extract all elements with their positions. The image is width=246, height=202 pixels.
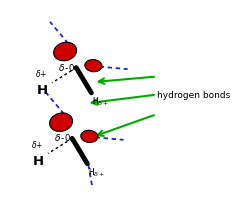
Ellipse shape — [54, 42, 77, 61]
Text: H$_{\delta+}$: H$_{\delta+}$ — [92, 95, 109, 108]
Text: hydrogen bonds: hydrogen bonds — [157, 92, 230, 100]
Text: $\delta$+: $\delta$+ — [35, 68, 47, 79]
Text: H: H — [37, 84, 48, 97]
Text: $\delta$-O: $\delta$-O — [58, 62, 76, 73]
Text: $\delta$-O: $\delta$-O — [54, 133, 72, 143]
Ellipse shape — [81, 130, 98, 142]
Ellipse shape — [50, 113, 73, 132]
Ellipse shape — [85, 60, 102, 72]
Text: H: H — [33, 155, 44, 167]
Text: $\delta$+: $\delta$+ — [31, 139, 43, 150]
Text: H$_{\delta+}$: H$_{\delta+}$ — [88, 166, 105, 179]
